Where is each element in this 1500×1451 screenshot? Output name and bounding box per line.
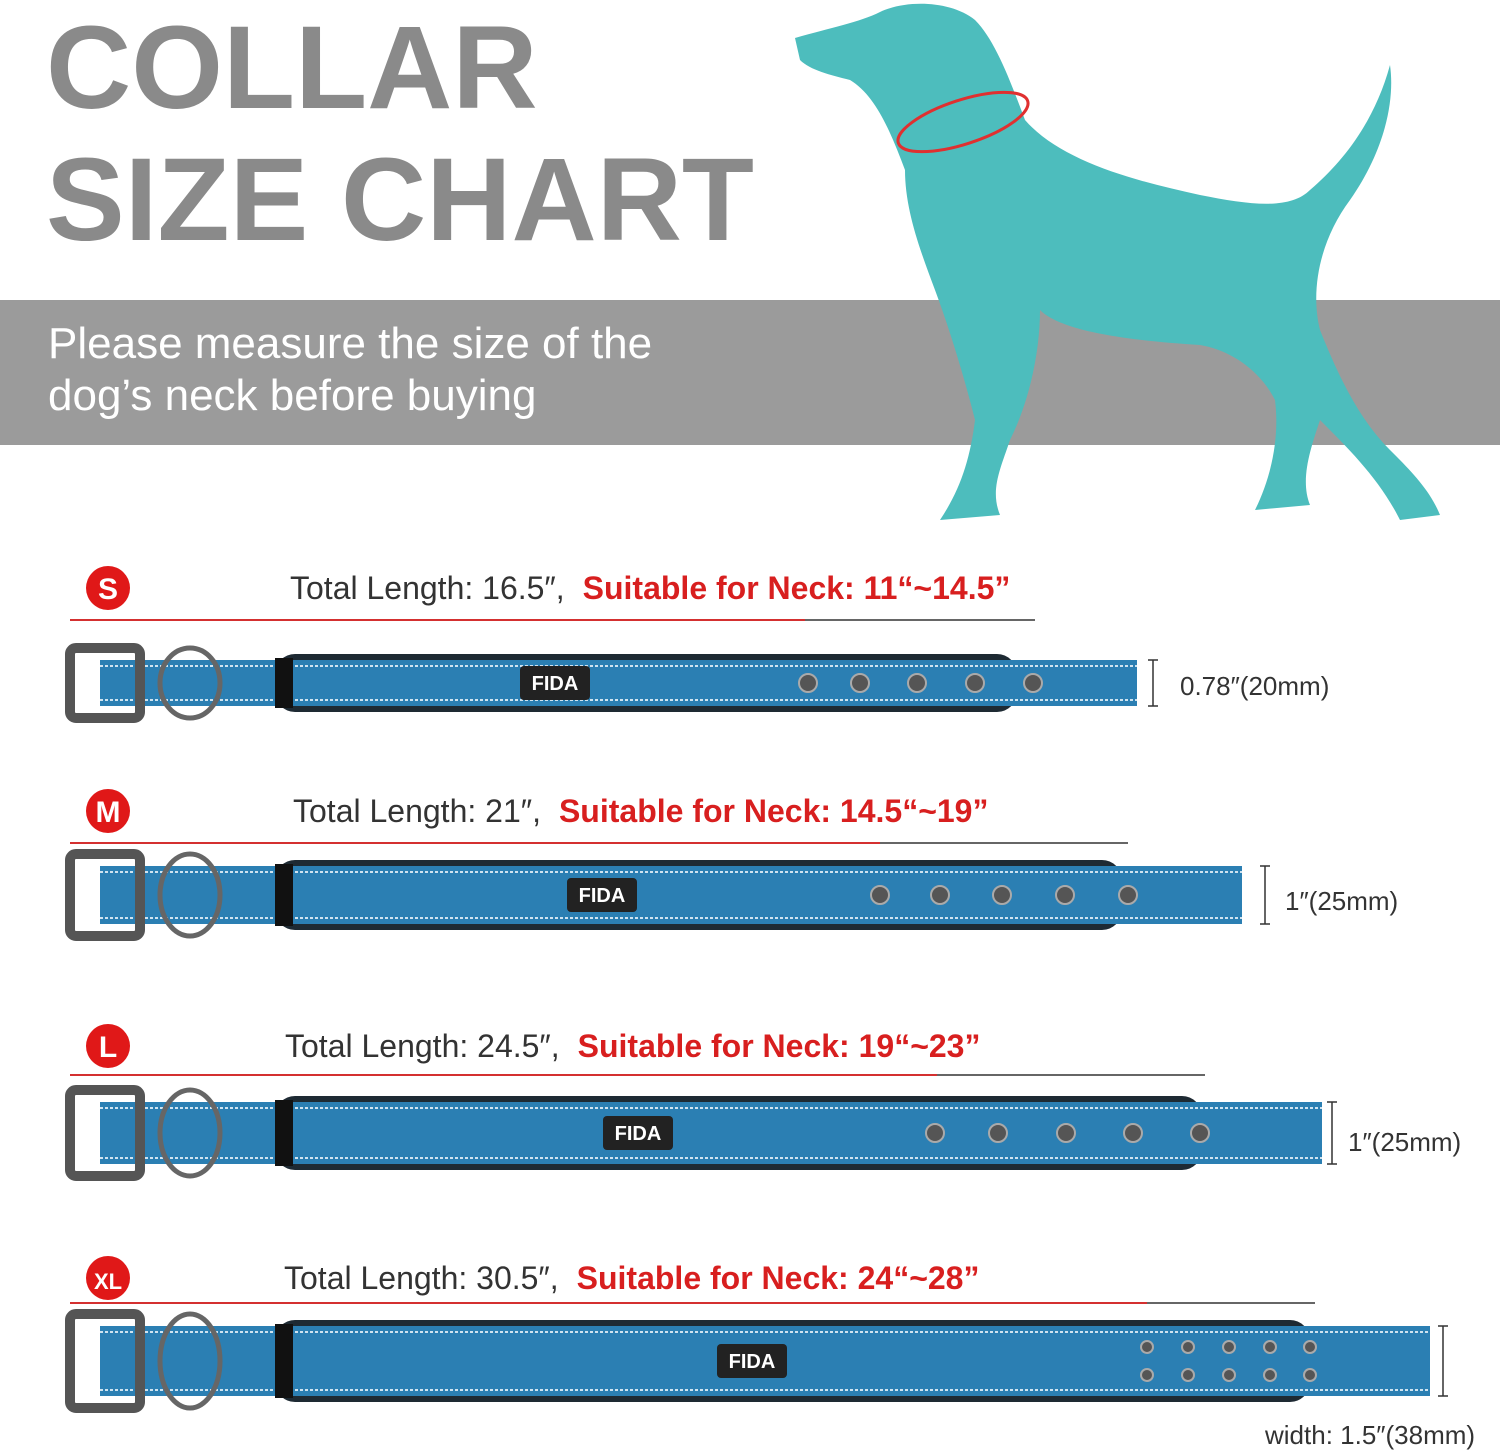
size-label: L	[99, 1031, 117, 1064]
grommet	[1303, 1368, 1317, 1382]
d-ring	[157, 1311, 223, 1411]
grommet	[1056, 1123, 1076, 1143]
logo-patch	[603, 1116, 673, 1150]
grommet	[907, 673, 927, 693]
grommet	[930, 885, 950, 905]
neck-range: Suitable for Neck: 19“~23”	[578, 1028, 981, 1064]
keeper	[275, 658, 293, 708]
buckle	[65, 1309, 145, 1413]
logo-patch	[717, 1344, 787, 1378]
width-label: 1″(25mm)	[1348, 1127, 1461, 1157]
width-label: 1″(25mm)	[1285, 886, 1398, 916]
grommet	[850, 673, 870, 693]
grommet	[1181, 1368, 1195, 1382]
grommet	[992, 885, 1012, 905]
size-label: XL	[94, 1269, 122, 1294]
keeper	[275, 1100, 293, 1166]
grommet	[965, 673, 985, 693]
total-length: Total Length: 16.5″,	[290, 570, 565, 606]
grommet	[1118, 885, 1138, 905]
buckle	[65, 849, 145, 941]
brand: FIDA	[615, 1123, 662, 1145]
neck-range: Suitable for Neck: 14.5“~19”	[559, 793, 989, 829]
grommet	[1055, 885, 1075, 905]
buckle	[65, 1085, 145, 1181]
total-length: Total Length: 21″,	[293, 793, 541, 829]
neck-ring	[896, 90, 1030, 154]
grommet	[1222, 1368, 1236, 1382]
size-badge	[86, 789, 130, 833]
dog-silhouette	[795, 3, 1440, 521]
grommet	[1263, 1340, 1277, 1354]
grommet	[1263, 1368, 1277, 1382]
grommet	[1140, 1368, 1154, 1382]
d-ring	[157, 645, 223, 721]
title: COLLAR	[46, 2, 538, 134]
total-length: Total Length: 24.5″,	[285, 1028, 560, 1064]
grommet	[1023, 673, 1043, 693]
size-line: Total Length: 30.5″, Suitable for Neck: 2…	[284, 1260, 979, 1296]
grommet	[1181, 1340, 1195, 1354]
grommet	[1303, 1340, 1317, 1354]
strap	[100, 1102, 1322, 1164]
d-ring	[157, 851, 223, 939]
strap	[100, 660, 1137, 706]
total-length: Total Length: 30.5″,	[284, 1260, 559, 1296]
neck-range: Suitable for Neck: 24“~28”	[577, 1260, 980, 1296]
width-label: width: 1.5″(38mm)	[1264, 1420, 1475, 1450]
brand: FIDA	[579, 885, 626, 907]
subtitle: dog’s neck before buying	[48, 371, 536, 420]
size-line: Total Length: 24.5″, Suitable for Neck: 1…	[285, 1028, 980, 1064]
grommet	[988, 1123, 1008, 1143]
grommet	[1190, 1123, 1210, 1143]
grommet	[798, 673, 818, 693]
keeper	[275, 1324, 293, 1398]
size-badge	[86, 1024, 130, 1068]
brand: FIDA	[729, 1351, 776, 1373]
size-label: M	[96, 796, 121, 829]
logo-patch	[567, 878, 637, 912]
size-badge	[86, 1256, 130, 1300]
logo-patch	[520, 666, 590, 700]
size-label: S	[98, 573, 118, 606]
grommet	[1222, 1340, 1236, 1354]
title: SIZE CHART	[46, 134, 754, 266]
grommet	[870, 885, 890, 905]
neck-range: Suitable for Neck: 11“~14.5”	[583, 570, 1011, 606]
size-line: Total Length: 21″, Suitable for Neck: 14.…	[293, 793, 988, 829]
size-line: Total Length: 16.5″, Suitable for Neck: 1…	[290, 570, 1010, 606]
buckle	[65, 643, 145, 723]
d-ring	[157, 1087, 223, 1179]
grommet	[1123, 1123, 1143, 1143]
subtitle: Please measure the size of the	[48, 319, 652, 368]
grommet	[1140, 1340, 1154, 1354]
width-label: 0.78″(20mm)	[1180, 671, 1329, 701]
brand: FIDA	[532, 673, 579, 695]
keeper	[275, 864, 293, 926]
grommet	[925, 1123, 945, 1143]
size-badge	[86, 566, 130, 610]
